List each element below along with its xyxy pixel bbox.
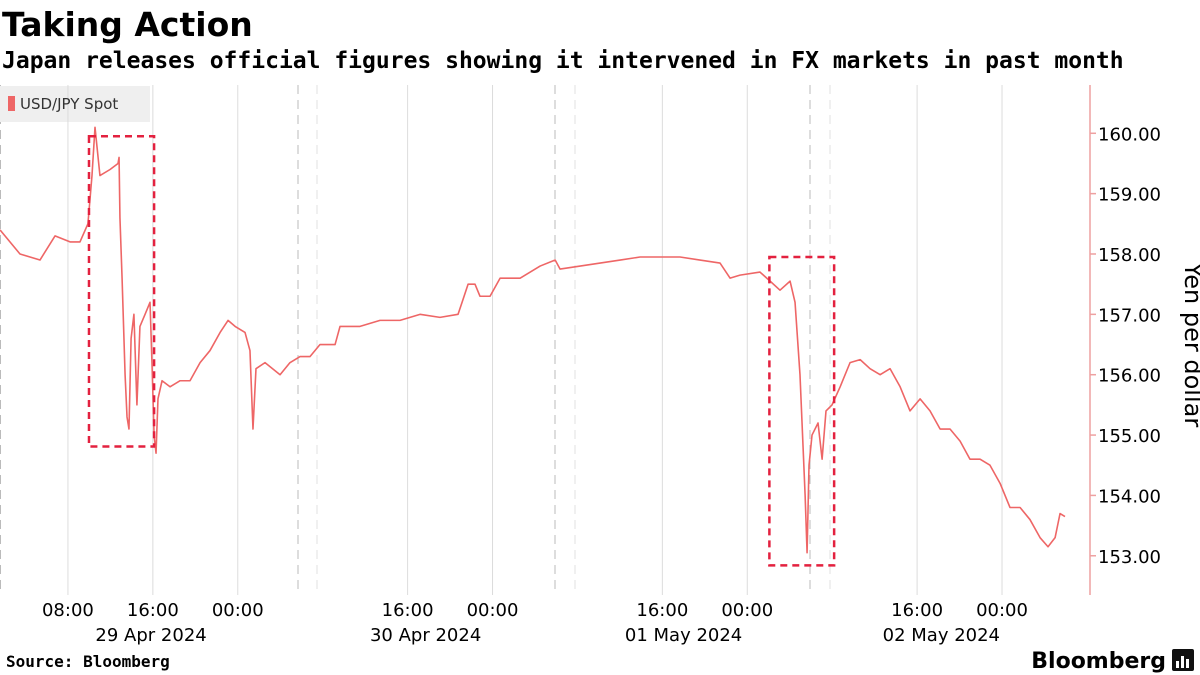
x-tick-label: 16:00 xyxy=(636,600,688,621)
icon-bar xyxy=(1176,661,1179,668)
legend-box xyxy=(0,86,150,122)
brand-icon-bars xyxy=(1176,656,1189,668)
legend-label: USD/JPY Spot xyxy=(20,95,118,113)
chart-subtitle: Japan releases official figures showing … xyxy=(2,48,1124,74)
x-tick-label: 16:00 xyxy=(891,600,943,621)
x-tick-label: 08:00 xyxy=(42,600,94,621)
y-tick-label: 159.00 xyxy=(1098,185,1161,206)
y-tick-label: 153.00 xyxy=(1098,547,1161,568)
session-dividers xyxy=(0,85,811,595)
icon-bar xyxy=(1186,659,1189,668)
session-dividers-light xyxy=(316,85,831,595)
x-tick-label: 00:00 xyxy=(212,600,264,621)
chart-title: Taking Action xyxy=(2,5,253,44)
x-tick-label: 00:00 xyxy=(721,600,773,621)
x-tick-label: 16:00 xyxy=(382,600,434,621)
y-tick-label: 156.00 xyxy=(1098,366,1161,387)
x-tick-label: 16:00 xyxy=(127,600,179,621)
brand: Bloomberg xyxy=(1031,649,1166,674)
y-axis-label: Yen per dollar xyxy=(1179,262,1200,428)
x-date-label: 02 May 2024 xyxy=(883,625,1000,646)
legend-swatch xyxy=(8,96,15,111)
x-tick-label: 00:00 xyxy=(976,600,1028,621)
y-tick-label: 154.00 xyxy=(1098,486,1161,507)
y-tick-label: 158.00 xyxy=(1098,245,1161,266)
source: Source: Bloomberg xyxy=(6,652,170,671)
y-tick-label: 157.00 xyxy=(1098,305,1161,326)
x-date-label: 29 Apr 2024 xyxy=(95,625,206,646)
intervention-box xyxy=(768,255,836,567)
price-line xyxy=(0,126,1066,554)
icon-bar xyxy=(1181,656,1184,668)
y-tick-label: 160.00 xyxy=(1098,124,1161,145)
x-date-label: 01 May 2024 xyxy=(625,625,742,646)
y-tick-label: 155.00 xyxy=(1098,426,1161,447)
x-date-label: 30 Apr 2024 xyxy=(370,625,481,646)
intervention-box xyxy=(87,135,156,448)
x-tick-label: 00:00 xyxy=(467,600,519,621)
